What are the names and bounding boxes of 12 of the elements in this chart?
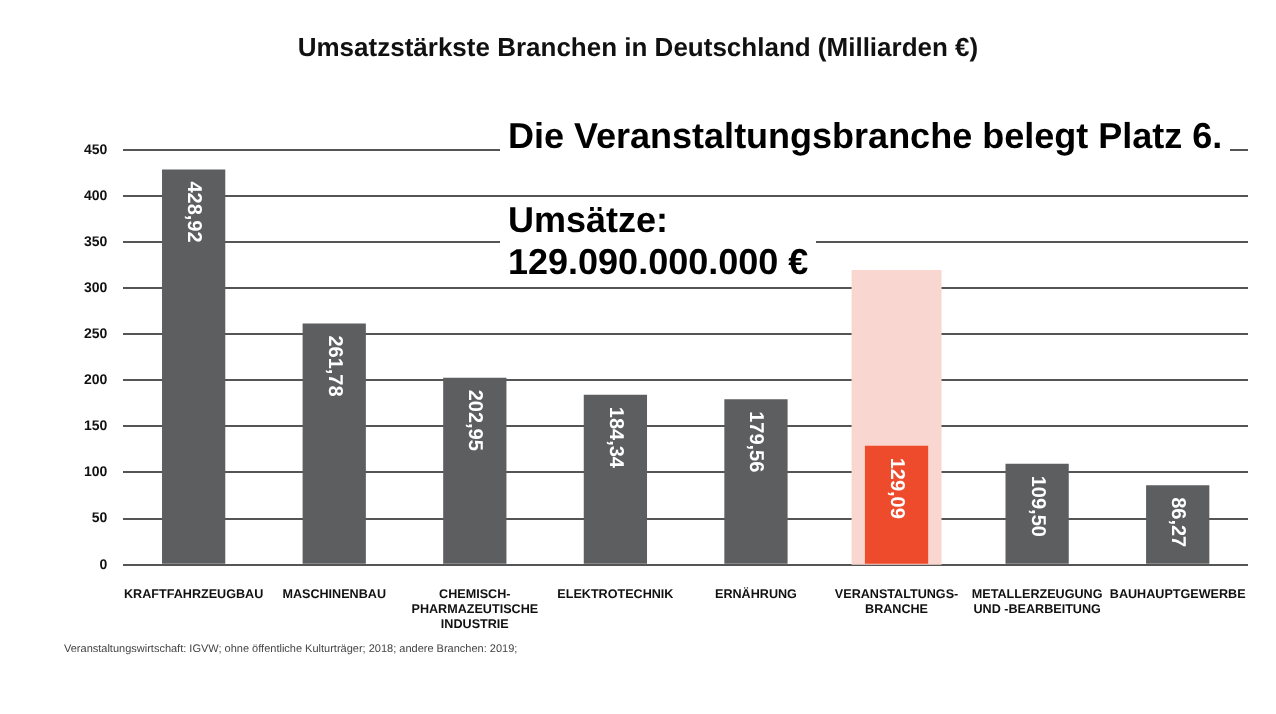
data-label: 428,92 [182, 181, 205, 244]
bar [864, 445, 929, 564]
annotation: Die Veranstaltungsbranche belegt Platz 6. [500, 116, 1231, 158]
data-label: 109,50 [1025, 475, 1048, 538]
data-label: 202,95 [463, 389, 486, 452]
data-label: 86,27 [1166, 497, 1189, 549]
data-label: 179,56 [744, 411, 767, 474]
data-label: 184,34 [603, 406, 626, 469]
annotation: Umsätze: 129.090.000.000 € [500, 200, 817, 284]
data-label: 261,78 [322, 335, 345, 398]
chart-title: Umsatzstärkste Branchen in Deutschland (Milliarden €) [295, 32, 981, 62]
data-label: 129,09 [885, 457, 908, 520]
